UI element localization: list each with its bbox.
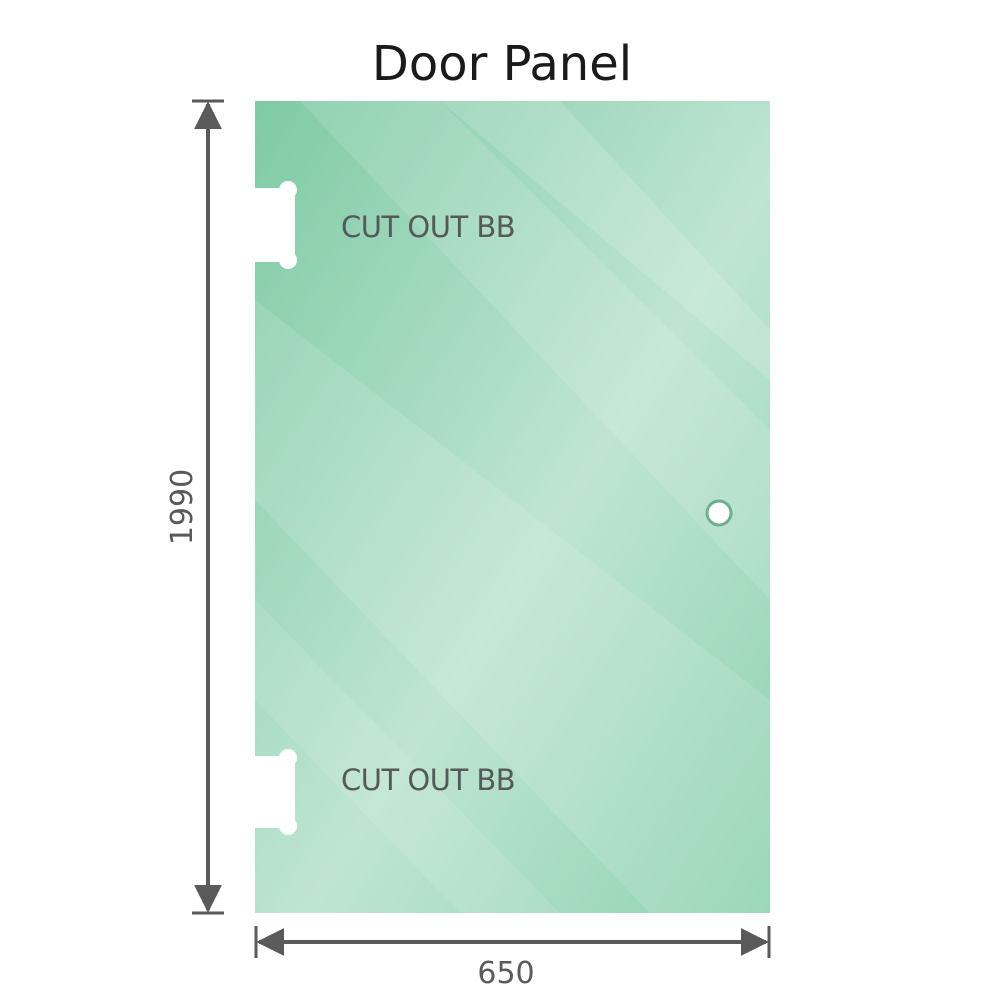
height-dimension: 1990 [165,99,224,915]
diagram-title: Door Panel [372,36,632,92]
handle-hole-icon [705,499,733,527]
cutout-bottom-label: CUT OUT BB [341,763,515,797]
glass-reflections [255,101,770,913]
width-dimension: 650 [254,926,771,991]
cutout-top [255,181,297,269]
height-label: 1990 [165,469,200,545]
cutout-top-label: CUT OUT BB [341,210,515,244]
glass-panel: CUT OUT BB CUT OUT BB [255,101,770,913]
width-label: 650 [477,956,534,991]
cutout-bottom [255,749,297,835]
